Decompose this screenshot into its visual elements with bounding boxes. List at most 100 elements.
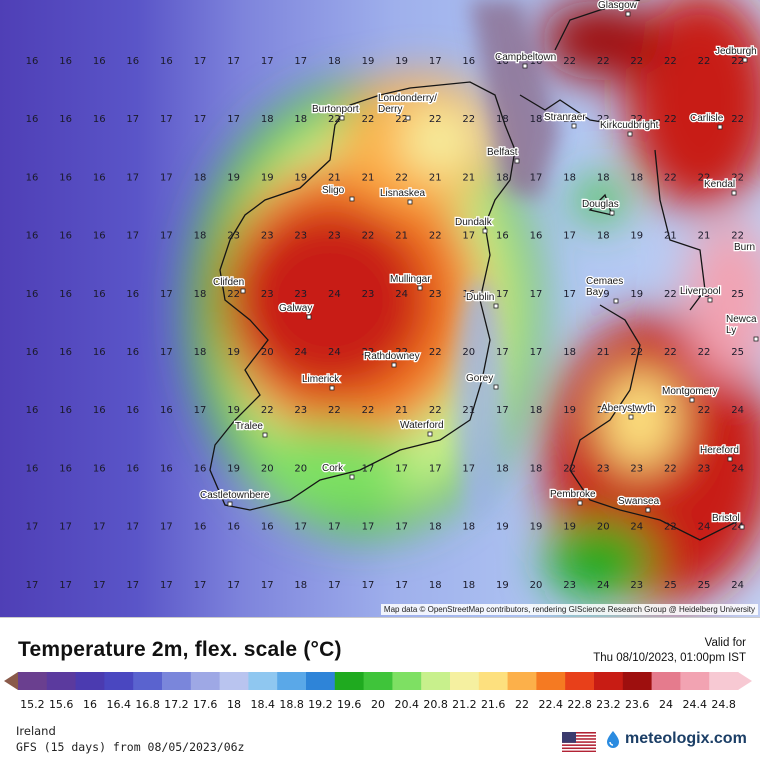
scale-color-swatch	[680, 672, 710, 690]
city-dot	[427, 431, 433, 437]
grid-value: 24	[630, 522, 643, 533]
city-dot	[625, 11, 631, 17]
grid-value: 20	[597, 522, 610, 533]
grid-value: 17	[261, 56, 274, 67]
city-label: Clifden	[213, 277, 244, 288]
scale-color-swatch	[594, 672, 624, 690]
grid-value: 24	[328, 347, 341, 358]
meteologix-drop-icon	[607, 731, 619, 748]
scale-tick-label: 19.2	[308, 698, 333, 711]
scale-tick-label: 22.4	[539, 698, 564, 711]
city-label: Mullingar	[390, 274, 431, 285]
scale-color-swatch	[392, 672, 422, 690]
city-label: Jedburgh	[715, 46, 757, 57]
grid-value: 23	[362, 289, 375, 300]
grid-value: 17	[530, 289, 543, 300]
grid-value: 22	[664, 347, 677, 358]
grid-value: 21	[362, 172, 375, 183]
city-dot	[349, 474, 355, 480]
city-dot	[240, 288, 246, 294]
grid-value: 18	[630, 172, 643, 183]
city-marker: Rathdowney	[363, 350, 421, 368]
grid-value: 21	[462, 405, 475, 416]
grid-value: 22	[395, 114, 408, 125]
grid-value: 23	[294, 289, 307, 300]
city-marker: Waterford	[399, 419, 445, 437]
grid-value: 18	[530, 114, 543, 125]
grid-value: 21	[597, 405, 610, 416]
grid-value: 16	[93, 289, 106, 300]
grid-value: 25	[731, 289, 744, 300]
city-dot	[329, 385, 335, 391]
scale-color-swatch	[565, 672, 595, 690]
scale-right-arrow	[738, 672, 752, 690]
city-label: Douglas	[582, 199, 619, 210]
scale-color-swatch	[536, 672, 566, 690]
grid-value: 16	[194, 522, 207, 533]
grid-value: 17	[395, 522, 408, 533]
grid-value: 22	[362, 114, 375, 125]
grid-value: 22	[597, 56, 610, 67]
grid-value: 23	[294, 405, 307, 416]
scale-color-swatch	[450, 672, 480, 690]
grid-value: 16	[59, 114, 72, 125]
city-label: Newca	[726, 314, 757, 325]
city-label: Galway	[279, 303, 312, 314]
grid-value: 22	[563, 56, 576, 67]
scale-tick-label: 20.8	[423, 698, 448, 711]
city-dot	[391, 362, 397, 368]
scale-color-swatch	[104, 672, 134, 690]
city-marker: Aberystwyth	[600, 402, 657, 420]
city-dot	[742, 57, 748, 63]
grid-value: 17	[194, 114, 207, 125]
scale-color-swatch	[421, 672, 451, 690]
grid-value: 23	[563, 580, 576, 591]
grid-value: 20	[261, 347, 274, 358]
scale-color-swatch	[219, 672, 249, 690]
city-label: Rathdowney	[364, 351, 420, 362]
grid-value: 17	[227, 56, 240, 67]
grid-value: 17	[429, 463, 442, 474]
grid-value: 16	[261, 522, 274, 533]
brand-logo[interactable]: meteologix.com	[604, 730, 747, 748]
grid-value: 22	[731, 231, 744, 242]
grid-value: 16	[462, 289, 475, 300]
grid-value: 16	[530, 231, 543, 242]
grid-value: 22	[563, 463, 576, 474]
grid-value: 22	[395, 172, 408, 183]
grid-value: 18	[194, 347, 207, 358]
city-label: Liverpool	[680, 286, 721, 297]
scale-color-swatch	[18, 672, 48, 690]
brand-name: meteologix.com	[625, 730, 747, 747]
city-marker: Kendal	[703, 178, 736, 196]
city-dot	[407, 199, 413, 205]
forecast-map[interactable]: 16 16 16 16 16 17 17 17 17 18 19 19 17 16 16 16 22 22 22 22…	[0, 0, 760, 617]
city-label: Kendal	[704, 179, 735, 190]
grid-value: 24	[731, 580, 744, 591]
city-dot	[627, 131, 633, 137]
scale-color-swatch	[651, 672, 681, 690]
grid-value: 19	[227, 463, 240, 474]
city-label: Derry	[378, 104, 402, 115]
city-marker: Hereford	[699, 444, 740, 462]
grid-value: 22	[664, 56, 677, 67]
scale-tick-label: 18.4	[251, 698, 276, 711]
grid-value: 22	[429, 347, 442, 358]
grid-value: 21	[429, 172, 442, 183]
grid-value: 16	[93, 405, 106, 416]
grid-value: 17	[160, 347, 173, 358]
grid-value: 19	[630, 289, 643, 300]
grid-value: 17	[496, 347, 509, 358]
grid-value: 17	[496, 405, 509, 416]
city-label: Sligo	[322, 185, 345, 196]
city-dot	[613, 298, 619, 304]
city-dot	[707, 297, 713, 303]
grid-value: 16	[59, 56, 72, 67]
scale-tick-label: 24.8	[711, 698, 736, 711]
grid-value: 25	[698, 580, 711, 591]
grid-value: 16	[59, 463, 72, 474]
grid-value: 18	[462, 580, 475, 591]
city-marker: Kirkcudbright	[599, 119, 660, 137]
grid-value: 25	[731, 347, 744, 358]
scale-color-swatch	[709, 672, 739, 690]
